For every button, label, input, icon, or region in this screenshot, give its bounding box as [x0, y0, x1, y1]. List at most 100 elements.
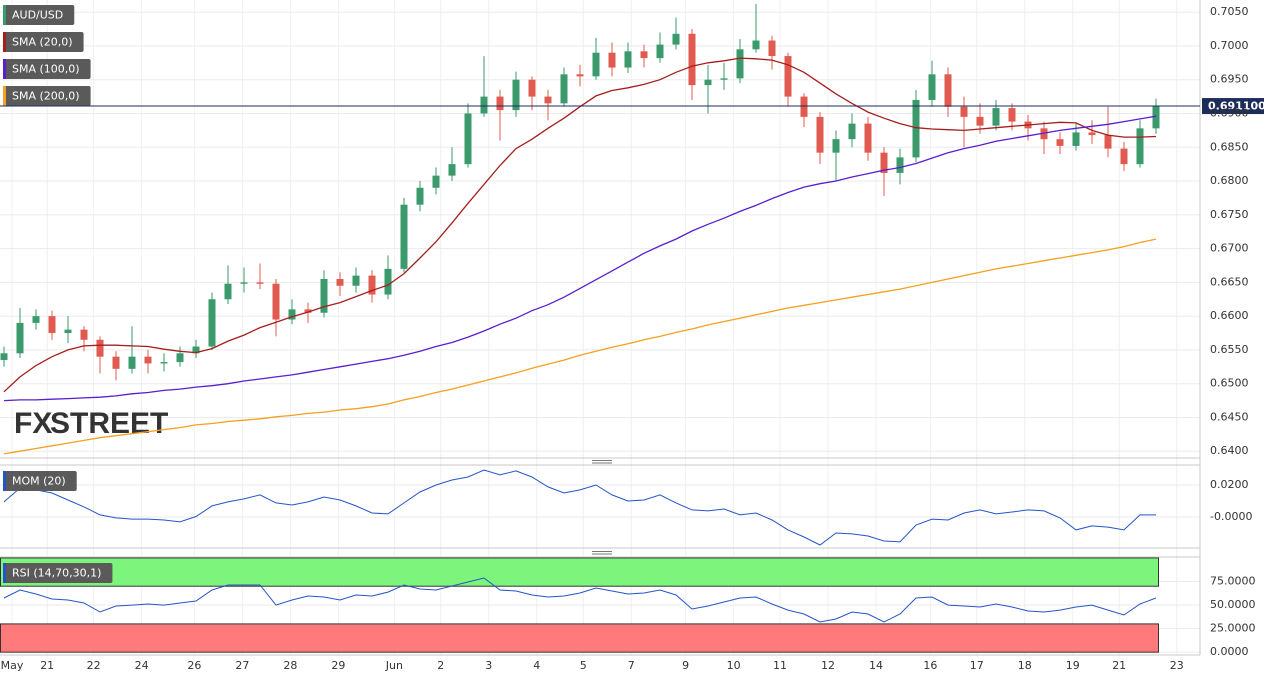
candle-body: [1072, 132, 1080, 146]
legend-box: [3, 563, 113, 583]
legend-box: [3, 59, 91, 79]
candle-body: [528, 79, 536, 97]
candle-body: [320, 278, 328, 313]
x-tick-label: 19: [1066, 659, 1080, 672]
candle-body: [480, 96, 488, 114]
y-tick-label: 0.6900: [1210, 106, 1249, 119]
overlay-layer: AUD/USD SMA (20,0) SMA (100,0) SMA (200,0) 0…: [0, 5, 1266, 583]
candle-body: [976, 116, 984, 126]
candle-body: [160, 362, 168, 364]
candle-body: [336, 278, 344, 286]
legend-swatch: [3, 86, 6, 106]
candle-body: [928, 74, 936, 100]
x-tick-label: 7: [628, 659, 635, 672]
candle-body: [832, 139, 840, 153]
candle-body: [784, 56, 792, 97]
legend-box: [3, 32, 84, 52]
candle-body: [768, 40, 776, 57]
legend-swatch: [3, 5, 6, 25]
y-tick-label: 0.6600: [1210, 309, 1249, 322]
candle-body: [496, 96, 504, 111]
legend-swatch: [3, 563, 6, 583]
y-tick-label: 0.7050: [1210, 5, 1249, 18]
y-tick-label: 0.0000: [1210, 645, 1249, 658]
y-tick-label: 0.6850: [1210, 140, 1249, 153]
panel-grabber[interactable]: [592, 460, 612, 464]
candle-body: [960, 106, 968, 117]
candle-body: [272, 283, 280, 320]
marks-layer: [0, 4, 1160, 653]
panel-grabber[interactable]: [592, 551, 612, 555]
y-tick-label: 0.6400: [1210, 444, 1249, 457]
candle-body: [0, 353, 8, 361]
x-tick-label: 28: [283, 659, 297, 672]
x-tick-label: 29: [331, 659, 345, 672]
candle-body: [896, 157, 904, 173]
candle-body: [944, 74, 952, 107]
candle-body: [224, 283, 232, 300]
candle-body: [816, 116, 824, 153]
x-tick-label: 12: [821, 659, 835, 672]
candle-body: [1136, 128, 1144, 165]
watermark: FX: [14, 407, 52, 440]
candle-body: [64, 329, 72, 334]
candle-body: [912, 99, 920, 158]
candle-body: [1088, 132, 1096, 136]
legend-box: [3, 471, 77, 491]
candle-body: [864, 123, 872, 153]
x-tick-label: 21: [40, 659, 54, 672]
candle-body: [656, 44, 664, 59]
candle-body: [672, 33, 680, 45]
y-tick-label: 0.6700: [1210, 242, 1249, 255]
candle-body: [144, 356, 152, 364]
indicator-line: [3, 577, 1157, 623]
indicator-line: [3, 469, 1156, 546]
y-tick-label: 0.6950: [1210, 73, 1249, 86]
rsi-band: [0, 557, 1159, 587]
candle-body: [48, 316, 56, 334]
candle-body: [464, 113, 472, 165]
legend-box: [3, 86, 91, 106]
candle-body: [400, 204, 408, 269]
sma-line: [3, 57, 1157, 393]
candle-body: [720, 78, 728, 80]
x-tick-label: 2: [437, 659, 444, 672]
legend-label: SMA (200,0): [12, 90, 80, 103]
x-tick-label: 11: [773, 659, 787, 672]
legend-label: AUD/USD: [12, 9, 63, 22]
x-tick-label: 3: [485, 659, 492, 672]
candle-body: [96, 339, 104, 357]
legend-swatch: [3, 32, 6, 52]
x-tick-label: 27: [235, 659, 249, 672]
candle-body: [1104, 135, 1112, 149]
y-tick-label: 0.7000: [1210, 39, 1249, 52]
candle-body: [352, 275, 360, 286]
x-tick-label: 18: [1018, 659, 1032, 672]
candle-body: [368, 275, 376, 295]
candle-body: [800, 96, 808, 117]
candle-body: [176, 353, 184, 363]
y-tick-label: 0.0200: [1210, 478, 1249, 491]
candle-body: [752, 40, 760, 50]
candle-body: [1008, 108, 1016, 122]
candle-body: [240, 282, 248, 284]
candle-body: [32, 316, 40, 323]
candle-body: [416, 187, 424, 205]
watermark: STREET: [50, 407, 168, 440]
x-tick-label: 26: [187, 659, 201, 672]
legend-label: SMA (20,0): [12, 36, 73, 49]
x-tick-label: 24: [135, 659, 149, 672]
legend-box: [3, 5, 75, 25]
x-tick-label: 10: [727, 659, 741, 672]
sma-line: [3, 238, 1157, 455]
candle-body: [112, 356, 120, 369]
candle-body: [1056, 139, 1064, 146]
x-tick-label: Jun: [385, 659, 403, 672]
legend-label: MOM (20): [12, 475, 66, 488]
candle-body: [1152, 106, 1160, 129]
x-tick-label: 9: [682, 659, 689, 672]
candle-body: [704, 79, 712, 86]
x-tick-label: 5: [580, 659, 587, 672]
